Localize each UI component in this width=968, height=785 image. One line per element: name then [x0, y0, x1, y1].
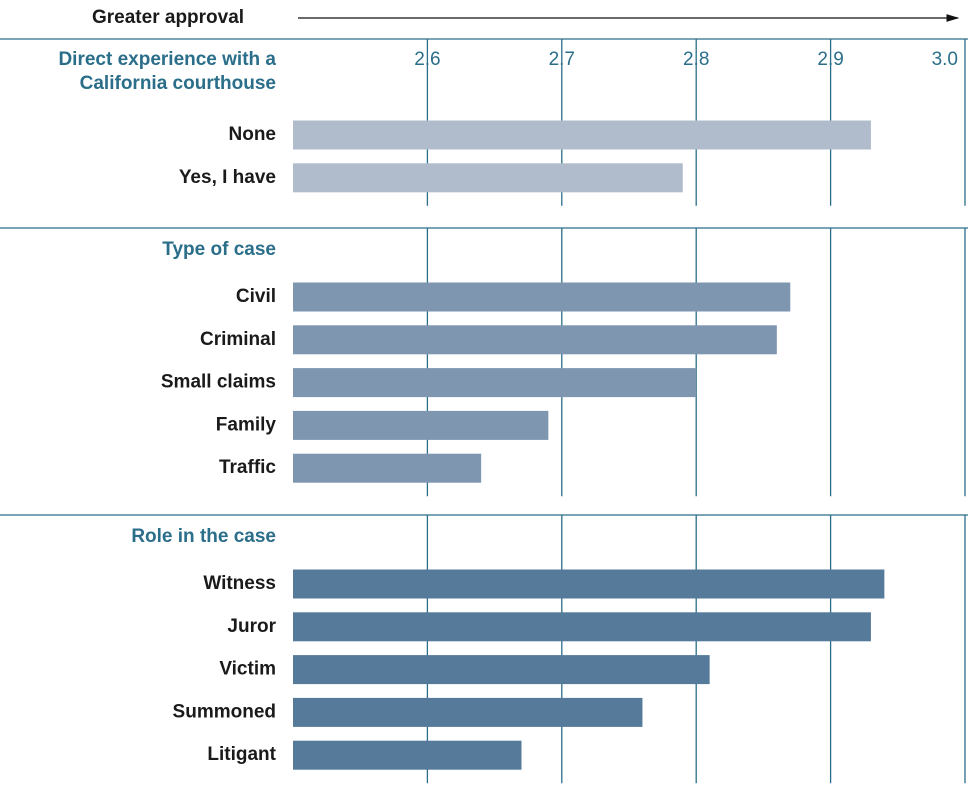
bar	[293, 453, 482, 483]
category-label: Family	[216, 414, 277, 435]
category-label: Civil	[236, 286, 276, 307]
bar	[293, 163, 683, 193]
x-tick-label: 2.9	[817, 49, 843, 70]
bar	[293, 740, 522, 770]
bar	[293, 612, 871, 642]
bar	[293, 410, 549, 440]
group-title: Type of case	[162, 239, 276, 260]
category-label: Summoned	[173, 701, 276, 722]
category-label: Small claims	[161, 372, 276, 393]
category-label: Juror	[227, 616, 276, 637]
x-tick-label: 2.8	[683, 49, 709, 70]
chart-title: Greater approval	[92, 7, 244, 28]
x-tick-label: 2.7	[549, 49, 575, 70]
category-label: Criminal	[200, 329, 276, 350]
category-label: Witness	[203, 573, 276, 594]
group-title: Role in the case	[131, 526, 276, 547]
category-label: Yes, I have	[179, 167, 276, 188]
category-label: Litigant	[207, 744, 276, 765]
bar	[293, 368, 697, 398]
category-label: Victim	[219, 659, 276, 680]
group-title: Direct experience with a California cour…	[58, 49, 276, 94]
category-label: Traffic	[219, 457, 276, 478]
x-tick-label: 2.6	[414, 49, 440, 70]
bar	[293, 282, 791, 312]
bar	[293, 120, 871, 150]
bar	[293, 697, 643, 727]
x-tick-label: 3.0	[932, 49, 958, 70]
category-label: None	[229, 124, 277, 145]
bar	[293, 325, 777, 355]
bar	[293, 569, 885, 599]
bar	[293, 655, 710, 685]
